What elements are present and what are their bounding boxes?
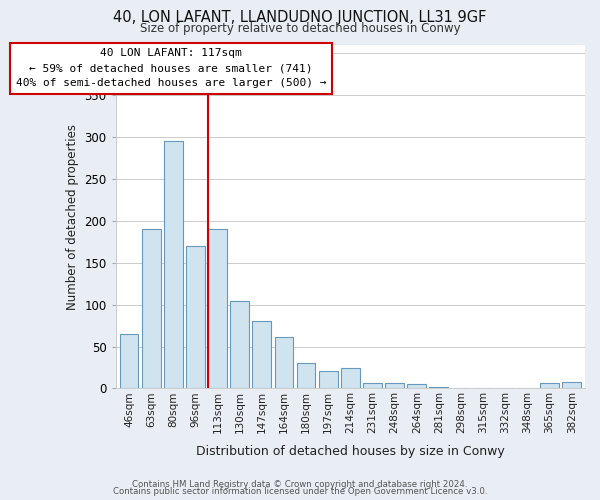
Text: Contains HM Land Registry data © Crown copyright and database right 2024.: Contains HM Land Registry data © Crown c… (132, 480, 468, 489)
Text: Contains public sector information licensed under the Open Government Licence v3: Contains public sector information licen… (113, 487, 487, 496)
Bar (407, 384, 426, 388)
Text: 40 LON LAFANT: 117sqm
← 59% of detached houses are smaller (741)
40% of semi-det: 40 LON LAFANT: 117sqm ← 59% of detached … (16, 48, 326, 88)
Bar (275, 336, 293, 388)
Bar (164, 142, 182, 388)
Bar (296, 362, 316, 388)
Bar (430, 387, 448, 388)
Bar (119, 334, 139, 388)
Bar (186, 246, 205, 388)
Text: 40, LON LAFANT, LLANDUDNO JUNCTION, LL31 9GF: 40, LON LAFANT, LLANDUDNO JUNCTION, LL31… (113, 10, 487, 25)
Y-axis label: Number of detached properties: Number of detached properties (66, 124, 79, 310)
Bar (385, 384, 404, 388)
X-axis label: Distribution of detached houses by size in Conwy: Distribution of detached houses by size … (196, 444, 505, 458)
Bar (208, 230, 227, 388)
Bar (142, 230, 161, 388)
Bar (341, 368, 360, 388)
Bar (253, 322, 271, 388)
Bar (230, 300, 249, 388)
Bar (540, 382, 559, 388)
Bar (363, 382, 382, 388)
Bar (319, 371, 338, 388)
Bar (562, 382, 581, 388)
Text: Size of property relative to detached houses in Conwy: Size of property relative to detached ho… (140, 22, 460, 35)
